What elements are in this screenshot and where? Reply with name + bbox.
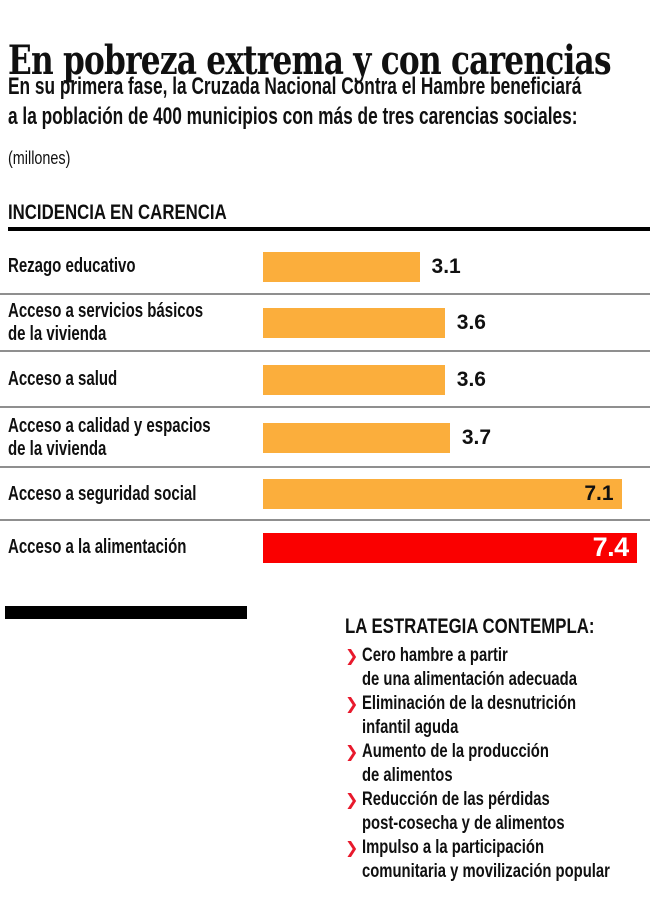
chart-row: Acceso a seguridad social 7.1 (0, 469, 650, 521)
chart-section-header: INCIDENCIA EN CARENCIA (8, 201, 227, 224)
chart-row: Rezago educativo 3.1 (0, 240, 650, 295)
chevron-bullet-icon: ❯ (345, 790, 359, 809)
page-subtitle: En su primera fase, la Cruzada Nacional … (8, 72, 650, 132)
row-label: Rezago educativo (8, 255, 136, 277)
list-item: ❯ Eliminación de la desnutrición infanti… (345, 693, 577, 738)
list-item: ❯ Reducción de las pérdidas post-cosecha… (345, 789, 565, 834)
strategy-list: ❯ Cero hambre a partir de una alimentaci… (345, 644, 645, 884)
value-label: 3.7 (461, 425, 492, 449)
value-label: 3.6 (456, 311, 486, 334)
chart-row: Acceso a servicios básicos de la viviend… (0, 296, 650, 352)
list-item: ❯ Cero hambre a partir de una alimentaci… (345, 645, 577, 690)
bar-rezago-educativo (263, 251, 420, 282)
row-label: Acceso a la alimentación (8, 536, 187, 558)
bar-area: 3.6 (255, 308, 650, 338)
page-title: En pobreza extrema y con carencias (8, 36, 612, 84)
list-item: ❯ Impulso a la participación comunitaria… (345, 837, 610, 882)
chevron-bullet-icon: ❯ (345, 694, 359, 713)
bar-salud (263, 364, 445, 395)
value-label: 7.1 (584, 482, 614, 505)
row-label: Acceso a servicios básicos de la viviend… (8, 300, 204, 345)
black-divider-bar (5, 606, 247, 619)
bar-area: 7.1 (255, 479, 650, 509)
subtitle-line: En su primera fase, la Cruzada Nacional … (8, 73, 582, 100)
strategy-heading: LA ESTRATEGIA CONTEMPLA: (345, 615, 595, 638)
chart-row: Acceso a calidad y espacios de la vivien… (0, 409, 650, 468)
chart-row: Acceso a salud 3.6 (0, 353, 650, 408)
bar-alimentacion-highlight: 7.4 (263, 532, 637, 563)
chevron-bullet-icon: ❯ (345, 742, 359, 761)
value-label: 3.1 (431, 254, 461, 278)
row-label: Acceso a salud (8, 368, 118, 390)
row-label: Acceso a calidad y espacios de la vivien… (8, 414, 211, 460)
bar-area: 3.7 (255, 422, 650, 453)
header-rule (8, 227, 650, 231)
chart-row: Acceso a la alimentación 7.4 (0, 519, 650, 576)
subtitle-line: a la población de 400 municipios con más… (8, 103, 578, 130)
unit-note: (millones) (8, 148, 71, 168)
bar-seguridad-social: 7.1 (263, 479, 622, 509)
list-item: ❯ Aumento de la producción de alimentos (345, 741, 549, 786)
chevron-bullet-icon: ❯ (345, 838, 359, 857)
value-label: 3.6 (456, 367, 486, 391)
row-label: Acceso a seguridad social (8, 482, 197, 505)
bar-calidad-espacios (263, 422, 450, 453)
bar-area: 3.6 (255, 364, 650, 395)
chevron-bullet-icon: ❯ (345, 646, 359, 665)
bar-servicios-basicos (263, 308, 445, 338)
bar-area: 7.4 (255, 532, 650, 563)
bar-area: 3.1 (255, 251, 650, 282)
value-label-highlight: 7.4 (592, 532, 630, 562)
